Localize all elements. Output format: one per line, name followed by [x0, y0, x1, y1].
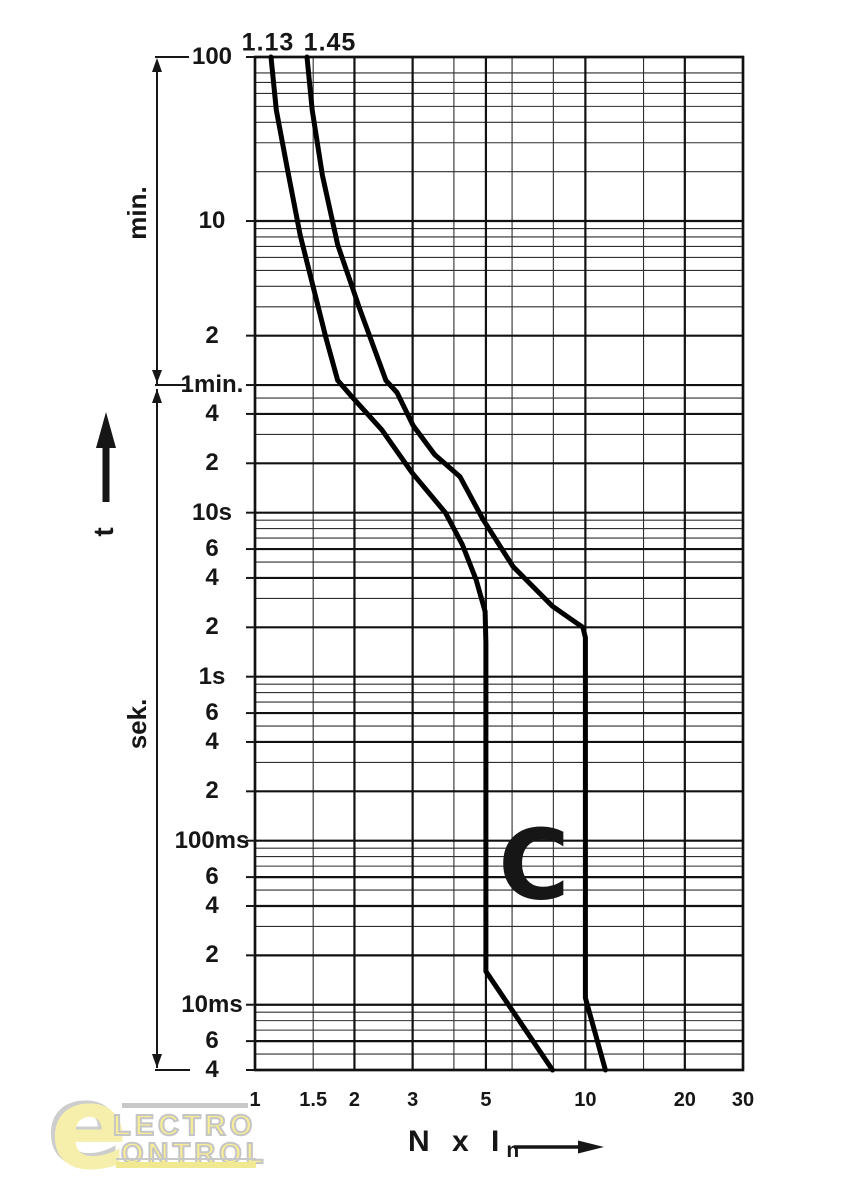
x-axis-title: N x In: [408, 1125, 520, 1162]
y-unit-label-minutes: min.: [122, 186, 152, 240]
min-range-arrowhead-down: [152, 370, 162, 384]
x-axis-tick-label: 1.5: [299, 1089, 328, 1111]
y-axis-tick-label: 6: [205, 699, 219, 727]
y-axis-tick-label: 4: [205, 563, 219, 591]
y-axis-tick-label: 2: [205, 449, 219, 477]
y-axis-tick-label: 4: [205, 727, 219, 755]
y-axis-tick-label: 4: [205, 891, 219, 919]
y-axis-tick-label: 6: [205, 863, 219, 891]
y-axis-tick-label: 10s: [191, 498, 233, 526]
y-axis-tick-label: 6: [205, 535, 219, 563]
y-unit-label-seconds: sek.: [122, 698, 152, 750]
curve-start-label: 1.13: [241, 28, 295, 57]
sek-range-arrowhead-down: [152, 1054, 162, 1068]
y-axis-tick-label: 2: [205, 321, 219, 349]
y-axis-tick-label: 2: [205, 941, 219, 969]
curve-start-label: 1.45: [303, 28, 357, 57]
y-axis-tick-label: 6: [205, 1027, 219, 1055]
y-axis-tick-label: 2: [205, 613, 219, 641]
x-axis-tick-label: 30: [731, 1089, 755, 1111]
x-axis-tick-label: 20: [673, 1089, 696, 1111]
y-axis-tick-label: 10ms: [181, 990, 243, 1018]
y-axis-tick-label: 100ms: [174, 826, 250, 854]
t-arrow-head: [96, 412, 116, 448]
upper-limit-curve-1.45: [304, 54, 608, 1073]
y-axis-tick-label: 1min.: [180, 371, 244, 399]
x-axis-title-subscript: n: [506, 1139, 520, 1162]
x-axis-tick-label: 1: [249, 1089, 261, 1111]
x-axis-tick-label: 2: [348, 1089, 360, 1111]
y-axis-tick-label: 4: [205, 1056, 219, 1083]
sek-range-arrowhead-up: [152, 389, 162, 404]
plot-border: [253, 55, 745, 1072]
y-axis-tick-label: 10: [198, 207, 226, 235]
x-axis-tick-label: 10: [574, 1089, 597, 1111]
y-axis-tick-label: 2: [205, 777, 219, 805]
y-axis-tick-label: 4: [205, 399, 219, 427]
tripping-class-letter: C: [498, 808, 570, 922]
y-axis-tick-label: 100: [191, 43, 233, 70]
x-axis-title-main: N x I: [408, 1125, 507, 1158]
y-axis-title: t: [88, 527, 119, 537]
x-arrow-head: [578, 1140, 604, 1154]
x-axis-tick-label: 5: [480, 1089, 492, 1111]
lower-limit-curve-1.13: [268, 54, 555, 1073]
x-axis-tick-label: 3: [407, 1089, 419, 1111]
min-range-arrowhead-up: [152, 58, 162, 72]
y-axis-tick-label: 1s: [198, 662, 226, 690]
